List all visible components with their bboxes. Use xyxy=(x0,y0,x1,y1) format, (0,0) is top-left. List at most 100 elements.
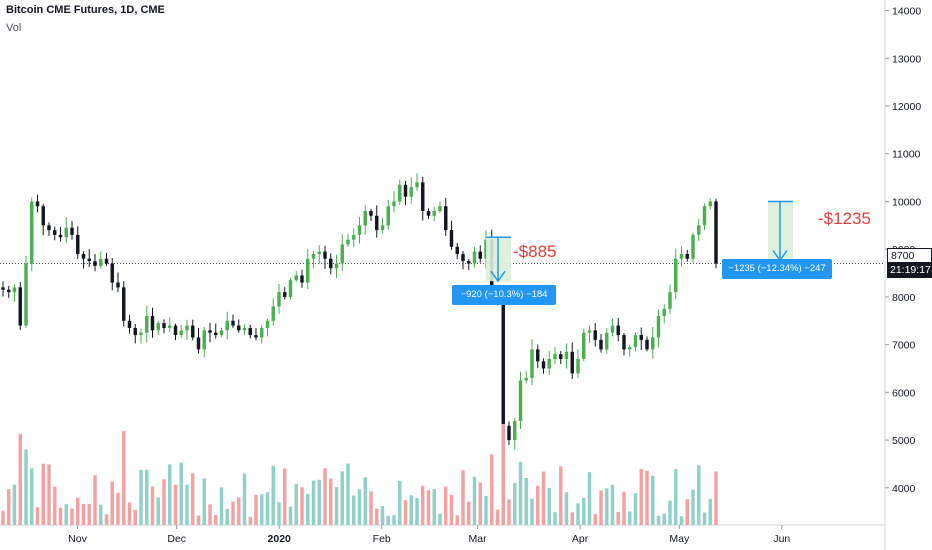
candle-body xyxy=(1,287,5,290)
candle-body xyxy=(53,230,57,235)
volume-bar xyxy=(495,509,500,525)
volume-bar xyxy=(116,492,120,525)
chart-title[interactable]: Bitcoin CME Futures, 1D, CME xyxy=(6,4,165,16)
candle-body xyxy=(306,258,310,283)
candle-body xyxy=(633,335,638,348)
y-tick-label: 13000 xyxy=(892,53,921,65)
volume-bar xyxy=(139,469,143,525)
volume-bar xyxy=(369,491,373,525)
volume-bar xyxy=(311,480,316,525)
volume-bar xyxy=(185,484,189,525)
volume-bar xyxy=(99,504,103,525)
volume-bar xyxy=(300,487,304,525)
candle-body xyxy=(599,339,603,350)
candle-body xyxy=(242,327,247,331)
volume-bar xyxy=(110,481,114,525)
volume-bar xyxy=(145,469,149,525)
volume-bar xyxy=(162,479,166,525)
volume-bar xyxy=(1,510,5,525)
candle-body xyxy=(231,320,235,326)
candle-body xyxy=(179,330,183,336)
volume-bar xyxy=(317,479,321,525)
x-tick-label: Mar xyxy=(469,533,488,545)
candle-body xyxy=(145,316,149,333)
volume-bar xyxy=(622,491,626,525)
candle-body xyxy=(122,287,126,321)
volume-bar xyxy=(702,512,707,525)
volume-bar xyxy=(685,499,689,525)
x-tick-label: Dec xyxy=(167,533,186,545)
candle-body xyxy=(576,358,580,374)
candle-body xyxy=(363,211,367,226)
volume-bar xyxy=(93,475,97,525)
candle-body xyxy=(702,206,707,226)
candle-body xyxy=(628,347,632,350)
candle-body xyxy=(110,263,114,283)
volume-bar xyxy=(265,492,270,525)
y-tick-label: 4000 xyxy=(892,483,916,495)
measure-label-2: -$1235 xyxy=(818,209,871,228)
candle-body xyxy=(202,330,206,350)
y-tick-label: 5000 xyxy=(892,435,916,447)
candle-body xyxy=(260,327,264,338)
candle-body xyxy=(444,206,448,231)
candle-body xyxy=(415,182,419,188)
candle-body xyxy=(248,327,252,336)
volume-bar xyxy=(248,516,252,525)
candle-body xyxy=(553,354,557,359)
volume-bar xyxy=(334,487,339,525)
candle-body xyxy=(214,332,218,336)
volume-bar xyxy=(398,480,402,525)
volume-bar xyxy=(541,471,546,525)
candle-body xyxy=(662,308,666,316)
volume-bar xyxy=(501,423,505,525)
volume-bar xyxy=(484,495,488,525)
candle-body xyxy=(277,292,281,307)
volume-bar xyxy=(392,515,396,525)
candle-body xyxy=(541,361,546,369)
candle-body xyxy=(547,358,551,369)
candle-body xyxy=(507,425,511,441)
candle-body xyxy=(18,287,22,326)
volume-bar xyxy=(421,485,425,525)
volume-bar xyxy=(536,485,540,525)
candle-body xyxy=(191,325,195,338)
candle-body xyxy=(639,335,643,340)
candle-body xyxy=(127,320,132,328)
candle-body xyxy=(150,316,155,331)
y-tick-label: 7000 xyxy=(892,340,916,352)
volume-bar xyxy=(202,478,206,525)
candle-body xyxy=(133,327,137,336)
candle-body xyxy=(357,225,362,235)
volume-bar xyxy=(662,513,666,525)
candle-body xyxy=(329,258,333,269)
candle-body xyxy=(283,292,287,297)
volume-bar xyxy=(633,493,638,525)
volume-bar xyxy=(547,488,551,525)
candle-body xyxy=(593,330,597,340)
candle-body xyxy=(438,206,442,211)
last-price-label: 8700 xyxy=(887,248,932,263)
candle-body xyxy=(668,292,672,309)
volume-bar xyxy=(179,462,183,525)
volume-bar xyxy=(409,495,413,525)
volume-bar xyxy=(461,470,465,525)
volume-bar xyxy=(645,470,649,525)
candle-body xyxy=(570,351,574,374)
candle-body xyxy=(196,337,201,350)
candle-body xyxy=(616,325,620,336)
candle-body xyxy=(237,325,241,331)
volume-bar xyxy=(697,465,701,525)
candle-body xyxy=(674,258,678,293)
candle-body xyxy=(714,201,718,264)
volume-bar xyxy=(12,484,17,525)
volume-bar xyxy=(41,463,45,525)
volume-bar xyxy=(260,494,264,525)
candle-body xyxy=(513,421,517,441)
volume-indicator-label[interactable]: Vol xyxy=(6,22,22,34)
volume-bar xyxy=(208,504,212,525)
candle-body xyxy=(536,349,540,362)
volume-bar xyxy=(242,473,247,525)
